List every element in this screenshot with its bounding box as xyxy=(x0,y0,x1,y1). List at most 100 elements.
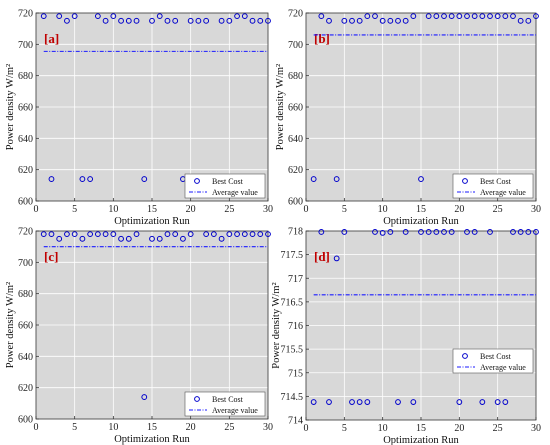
best-cost-point xyxy=(102,231,109,238)
y-tick-label: 640 xyxy=(18,134,33,145)
y-tick-label: 680 xyxy=(288,71,303,82)
legend-label-best-cost: Best Cost xyxy=(212,177,244,186)
y-tick-label: 600 xyxy=(18,197,33,208)
legend-box xyxy=(452,348,534,374)
x-tick-label: 15 xyxy=(416,204,426,215)
legend: Best Cost Average value xyxy=(452,173,534,199)
best-cost-point xyxy=(464,13,470,20)
best-cost-point xyxy=(356,399,363,405)
y-tick-label: 700 xyxy=(288,40,303,51)
best-cost-point xyxy=(110,13,117,20)
best-cost-point xyxy=(310,399,317,405)
best-cost-point xyxy=(310,176,317,182)
best-cost-point xyxy=(456,13,463,20)
best-cost-point xyxy=(326,399,332,405)
x-tick-label: 5 xyxy=(72,204,77,215)
best-cost-point xyxy=(149,235,155,242)
best-cost-point xyxy=(71,13,78,20)
best-cost-point xyxy=(471,229,478,235)
best-cost-point xyxy=(172,231,179,238)
best-cost-point xyxy=(494,13,501,20)
best-cost-point xyxy=(479,13,486,20)
best-cost-point xyxy=(87,176,94,182)
x-tick-label: 20 xyxy=(454,204,464,215)
best-cost-point xyxy=(379,229,386,236)
best-cost-point xyxy=(94,231,101,238)
y-tick-label: 620 xyxy=(18,383,33,394)
best-cost-point xyxy=(502,13,509,20)
best-cost-point xyxy=(372,13,378,20)
best-cost-point xyxy=(48,176,55,182)
x-tick-label: 5 xyxy=(342,204,347,215)
y-tick-label: 718 xyxy=(288,227,303,238)
best-cost-point xyxy=(441,13,447,20)
best-cost-point xyxy=(56,13,63,20)
legend-label-average: Average value xyxy=(212,188,258,197)
best-cost-point xyxy=(102,17,109,24)
legend: Best Cost Average value xyxy=(184,391,266,417)
best-cost-point xyxy=(433,229,440,235)
best-cost-point xyxy=(149,17,155,24)
best-cost-point xyxy=(533,229,539,235)
best-cost-point xyxy=(425,13,432,20)
best-cost-point xyxy=(241,13,248,20)
best-cost-point xyxy=(56,235,63,242)
best-cost-point xyxy=(341,17,348,24)
x-tick-label: 25 xyxy=(224,204,234,215)
y-tick-label: 620 xyxy=(288,165,303,176)
legend-marker-icon xyxy=(194,178,200,184)
x-tick-label: 0 xyxy=(34,422,39,433)
best-cost-point xyxy=(395,17,401,24)
best-cost-point xyxy=(64,231,70,238)
y-tick-label: 640 xyxy=(288,134,303,145)
best-cost-point xyxy=(418,176,424,182)
y-tick-label: 700 xyxy=(18,40,33,51)
best-cost-point xyxy=(249,17,256,24)
x-tick-label: 30 xyxy=(531,204,541,215)
x-tick-label: 15 xyxy=(147,422,157,433)
best-cost-point xyxy=(418,229,424,235)
panel-tag: [a] xyxy=(44,31,59,46)
best-cost-point xyxy=(433,13,440,20)
x-tick-label: 15 xyxy=(147,204,157,215)
legend: Best Cost Average value xyxy=(184,173,266,199)
best-cost-point xyxy=(265,231,271,238)
best-cost-point xyxy=(479,399,486,405)
best-cost-point xyxy=(125,17,132,24)
y-axis-label: Power density W/m² xyxy=(275,64,286,150)
x-tick-label: 0 xyxy=(304,204,309,215)
best-cost-point xyxy=(218,235,225,242)
best-cost-point xyxy=(379,17,386,24)
best-cost-point xyxy=(48,231,55,238)
best-cost-point xyxy=(118,17,124,24)
best-cost-point xyxy=(364,13,371,20)
best-cost-point xyxy=(517,17,524,24)
y-tick-label: 660 xyxy=(18,103,33,114)
y-tick-label: 717 xyxy=(288,274,303,285)
best-cost-point xyxy=(372,229,378,235)
best-cost-point xyxy=(110,231,117,238)
y-tick-label: 720 xyxy=(18,9,33,20)
best-cost-point xyxy=(234,231,240,238)
best-cost-point xyxy=(395,399,401,405)
x-tick-label: 20 xyxy=(186,422,196,433)
legend-box xyxy=(452,173,534,199)
best-cost-point xyxy=(226,231,233,238)
chart-panel-3: 0 5 10 15 20 25 30 600 620 640 660 680 700 720 Optimiz… xyxy=(5,227,273,445)
x-axis-label: Optimization Run xyxy=(383,435,459,445)
legend-label-best-cost: Best Cost xyxy=(480,352,512,361)
best-cost-point xyxy=(448,13,455,20)
best-cost-point xyxy=(241,231,248,238)
x-tick-label: 15 xyxy=(416,423,426,434)
best-cost-point xyxy=(487,229,493,235)
best-cost-point xyxy=(125,235,132,242)
legend-marker-icon xyxy=(462,353,468,359)
best-cost-point xyxy=(410,13,417,20)
legend-label-average: Average value xyxy=(212,406,258,415)
best-cost-point xyxy=(87,231,94,238)
best-cost-point xyxy=(517,229,524,235)
legend-label-best-cost: Best Cost xyxy=(212,395,244,404)
best-cost-point xyxy=(180,235,186,242)
legend-label-average: Average value xyxy=(480,363,526,372)
